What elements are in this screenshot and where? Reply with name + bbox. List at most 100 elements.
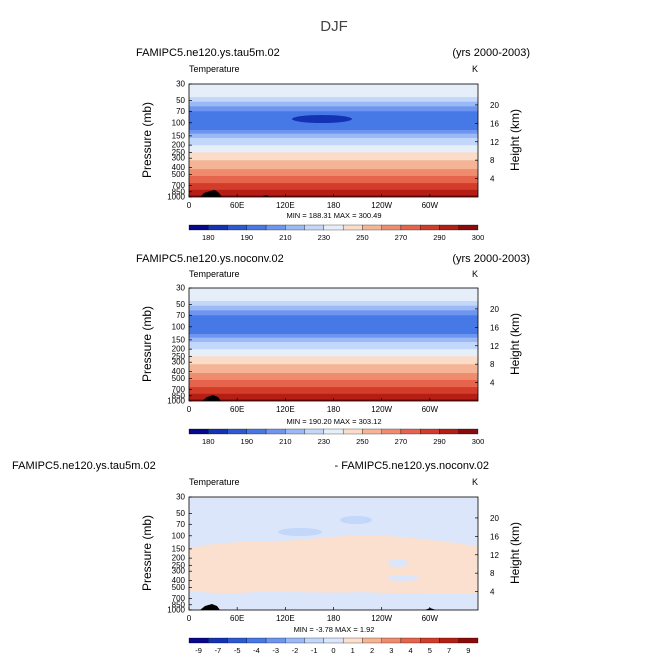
panel-tau5m-bands [189, 84, 478, 197]
panel-tau5m-height-tick-label: 16 [490, 119, 499, 128]
panel-noconv-colorbar-swatch [208, 428, 228, 435]
panel-noconv-lon-tick-label: 0 [187, 405, 192, 414]
panel-tau5m-pressure-tick-label: 1000 [167, 193, 185, 202]
panel-tau5m-colorbar-swatch [420, 224, 440, 231]
panel-noconv-pressure-tick-label: 70 [176, 311, 185, 320]
panel-noconv-colorbar-swatch [400, 428, 421, 435]
panel-tau5m-colorbar-label: 180 [202, 233, 215, 242]
panel-diff-pressure-tick-label: 700 [172, 594, 186, 603]
panel-diff-pressure-tick-label: 70 [176, 520, 185, 529]
panel-tau5m-variable: Temperature [189, 64, 240, 74]
panel-noconv-field [189, 288, 478, 401]
panel-tau5m-colorbar-label: 190 [241, 233, 254, 242]
panel-tau5m-cold-core [292, 115, 352, 123]
panel-tau5m-colorbar-swatch [439, 224, 459, 231]
panel-noconv-lon-tick-label: 120E [276, 405, 295, 414]
panel-tau5m-pressure-tick-label: 200 [172, 141, 186, 150]
panel-diff-colorbar-label: 4 [408, 646, 412, 655]
panel-noconv-band [189, 341, 478, 350]
panel-tau5m-pressure-tick-label: 100 [172, 118, 186, 127]
panel-tau5m-stats: MIN = 188.31 MAX = 300.49 [286, 211, 381, 220]
panel-tau5m-pressure-tick-label: 50 [176, 96, 185, 105]
panel-noconv-band [189, 288, 478, 302]
panel-diff-height-tick-label: 20 [490, 514, 499, 523]
panel-diff-topography-2 [425, 608, 436, 610]
panel-diff-colorbar-swatch [227, 637, 247, 644]
panel-noconv-height-tick-label: 4 [490, 379, 495, 388]
panel-noconv-colorbar-label: 270 [395, 437, 408, 446]
panel-tau5m-colorbar-swatch [285, 224, 305, 231]
panel-tau5m-lon-tick-label: 120W [371, 201, 392, 210]
panel-noconv-colorbar-label: 250 [356, 437, 369, 446]
panel-tau5m-colorbar-label: 290 [433, 233, 446, 242]
panel-noconv-band [189, 315, 478, 328]
panel-diff-colorbar-swatch [362, 637, 382, 644]
panel-noconv-lon-tick-label: 60E [230, 405, 244, 414]
panel-tau5m-colorbar-swatch [246, 224, 267, 231]
panel-noconv-band [189, 301, 478, 307]
panel-diff-ylabel: Pressure (mb) [140, 515, 154, 591]
panel-diff-colorbar-label: 2 [370, 646, 374, 655]
panel-diff-colorbar-label: -3 [272, 646, 279, 655]
panel-noconv-pressure-tick-label: 100 [172, 322, 186, 331]
panel-diff-lon-tick-label: 60W [422, 614, 439, 623]
panel-noconv-height-tick-label: 16 [490, 323, 499, 332]
panel-tau5m-colorbar-swatch [265, 224, 286, 231]
panel-tau5m-colorbar-swatch [362, 224, 382, 231]
panel-noconv-colorbar-swatch [381, 428, 402, 435]
panel-noconv-colorbar-swatch [227, 428, 247, 435]
panel-noconv: FAMIPC5.ne120.ys.noconv.02 (yrs 2000-200… [136, 253, 530, 446]
panel-diff-colorbar-swatch [439, 637, 459, 644]
panel-tau5m-height-tick-label: 8 [490, 156, 495, 165]
panel-tau5m-band [189, 189, 478, 196]
panel-noconv-band [189, 310, 478, 316]
panel-tau5m-pressure-tick-label: 500 [172, 170, 186, 179]
panel-diff-colorbar-label: -2 [292, 646, 299, 655]
panel-diff-warm-region [189, 535, 478, 594]
panel-noconv-colorbar-label: 290 [433, 437, 446, 446]
panel-diff-colorbar: -9 -7 -5 -4 -3 -2 -1 0 1 2 3 4 5 7 9 [188, 637, 479, 655]
panel-noconv-lon-axis: 0 60E 120E 180 120W 60W [187, 398, 439, 414]
panel-tau5m-band [189, 133, 478, 139]
panel-tau5m-band [189, 106, 478, 112]
panel-tau5m-pressure-tick-label: 70 [176, 107, 185, 116]
panel-noconv-band [189, 373, 478, 381]
panel-noconv-colorbar-label: 210 [279, 437, 292, 446]
panel-tau5m-band [189, 152, 478, 161]
panel-tau5m-pressure-tick-label: 300 [172, 154, 186, 163]
panel-tau5m-band [189, 122, 478, 131]
panel-diff-colorbar-swatch [400, 637, 421, 644]
panel-noconv-y2label: Height (km) [508, 313, 522, 375]
panel-tau5m-colorbar-swatch [458, 224, 479, 231]
panel-noconv-colorbar-swatch [342, 428, 363, 435]
panel-diff-colorbar-label: 3 [389, 646, 393, 655]
panel-diff-height-tick-label: 8 [490, 569, 495, 578]
panel-noconv-height-axis: 20 16 12 8 4 [475, 305, 499, 388]
panel-tau5m-height-tick-label: 20 [490, 101, 499, 110]
panel-noconv-stats: MIN = 190.20 MAX = 303.12 [286, 417, 381, 426]
panel-noconv-height-tick-label: 8 [490, 360, 495, 369]
panel-noconv-pressure-tick-label: 850 [172, 391, 186, 400]
panel-tau5m-lon-tick-label: 0 [187, 201, 192, 210]
panel-diff-colorbar-label: -4 [253, 646, 260, 655]
panel-tau5m-colorbar-swatch [381, 224, 402, 231]
panel-tau5m-band [189, 101, 478, 107]
panel-noconv-pressure-tick-label: 250 [172, 352, 186, 361]
panel-noconv-pressure-tick-label: 1000 [167, 397, 185, 406]
panel-diff-pressure-tick-label: 50 [176, 509, 185, 518]
panel-diff-colorbar-swatch [285, 637, 305, 644]
panel-diff-lon-tick-label: 120E [276, 614, 295, 623]
panel-tau5m-colorbar-swatch [323, 224, 344, 231]
panel-tau5m-band [189, 183, 478, 191]
panel-diff-colorbar-swatch [458, 637, 479, 644]
panel-noconv-band [189, 364, 478, 374]
panel-tau5m-colorbar: 180 190 210 230 250 270 290 300 [188, 224, 484, 242]
panel-noconv-band [189, 387, 478, 395]
panel-diff-colorbar-label: -5 [234, 646, 241, 655]
panel-diff-colorbar-swatch [188, 637, 209, 644]
panel-tau5m-band [189, 129, 478, 135]
